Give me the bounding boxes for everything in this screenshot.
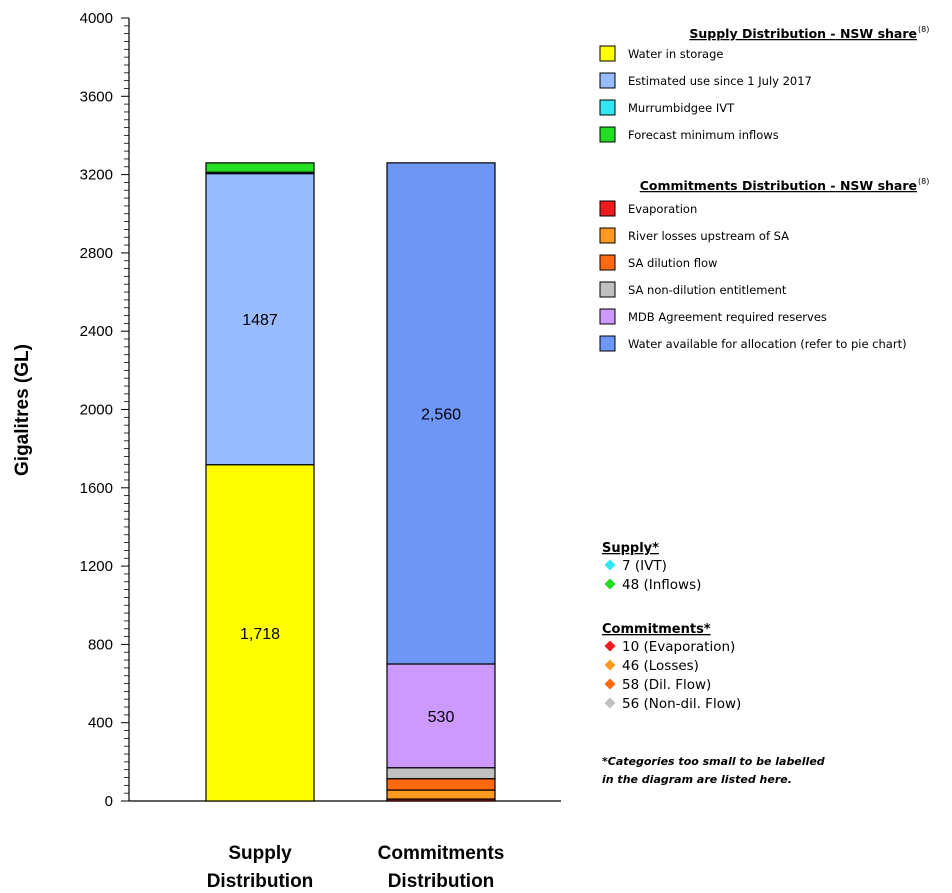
x-axis-labels: Supply Distribution Commitments Distributio… bbox=[207, 843, 505, 892]
bar-segment bbox=[386, 778, 496, 791]
legend-swatch bbox=[599, 281, 616, 298]
small-list-item: 46 (Losses) bbox=[622, 658, 699, 674]
legend-swatch bbox=[599, 308, 616, 325]
legend-swatch bbox=[599, 335, 616, 352]
legend-item-label: Water in storage bbox=[628, 47, 723, 61]
bar-data-label: 530 bbox=[428, 709, 455, 726]
diamond-marker-icon bbox=[604, 678, 616, 690]
y-tick-label: 1600 bbox=[80, 480, 113, 497]
legend-item-label: River losses upstream of SA bbox=[628, 229, 789, 243]
legend-title: Supply Distribution - NSW share bbox=[689, 26, 917, 41]
legend-swatch bbox=[599, 72, 616, 89]
bar-segment bbox=[386, 162, 496, 665]
bar-labels: 1,718 1487 530 2,560 bbox=[240, 312, 461, 726]
x-category-label: Distribution bbox=[207, 871, 314, 892]
legend-item-label: Forecast minimum inflows bbox=[628, 128, 779, 142]
legend: Supply Distribution - NSW share (8)Water … bbox=[599, 25, 929, 352]
x-category-label: Supply bbox=[228, 843, 292, 864]
y-tick-label: 1200 bbox=[80, 558, 113, 575]
legend-item-label: Evaporation bbox=[628, 202, 697, 216]
legend-item-label: Water available for allocation (refer to… bbox=[628, 337, 907, 351]
diamond-marker-icon bbox=[604, 559, 616, 571]
small-list-item: 48 (Inflows) bbox=[622, 577, 701, 593]
y-tick-label: 2000 bbox=[80, 402, 113, 419]
small-list-item: 10 (Evaporation) bbox=[622, 639, 735, 655]
bar-segment bbox=[205, 464, 315, 802]
diamond-marker-icon bbox=[604, 578, 616, 590]
legend-item-label: Murrumbidgee IVT bbox=[628, 101, 735, 115]
legend-swatch bbox=[599, 200, 616, 217]
legend-title: Commitments Distribution - NSW share bbox=[640, 178, 917, 193]
y-tick-label: 0 bbox=[105, 793, 113, 810]
small-list-item: 58 (Dil. Flow) bbox=[622, 677, 711, 693]
y-tick-label: 3200 bbox=[80, 167, 113, 184]
bar-segment bbox=[386, 767, 496, 780]
small-list-item: 56 (Non-dil. Flow) bbox=[622, 696, 741, 712]
y-tick-label: 4000 bbox=[80, 10, 113, 27]
legend-title-superscript: (8) bbox=[918, 177, 929, 186]
diamond-marker-icon bbox=[604, 659, 616, 671]
small-list-item: 7 (IVT) bbox=[622, 558, 667, 574]
y-tick-label: 2400 bbox=[80, 323, 113, 340]
footnote-line: in the diagram are listed here. bbox=[602, 773, 792, 786]
diamond-marker-icon bbox=[604, 640, 616, 652]
legend-item-label: SA non-dilution entitlement bbox=[628, 283, 787, 297]
bar-data-label: 1,718 bbox=[240, 626, 280, 643]
bar-segment bbox=[386, 789, 496, 800]
bars bbox=[205, 162, 496, 802]
legend-swatch bbox=[599, 126, 616, 143]
small-list-title: Commitments* bbox=[602, 622, 711, 637]
x-category-label: Commitments bbox=[378, 843, 505, 864]
small-list-title: Supply* bbox=[602, 541, 659, 556]
bar-data-label: 1487 bbox=[242, 312, 278, 329]
y-tick-label: 800 bbox=[88, 636, 113, 653]
legend-item-label: Estimated use since 1 July 2017 bbox=[628, 74, 812, 88]
legend-title-superscript: (8) bbox=[918, 25, 929, 34]
y-tick-label: 400 bbox=[88, 715, 113, 732]
bar-segment bbox=[205, 162, 315, 173]
diamond-marker-icon bbox=[604, 697, 616, 709]
bar-segment bbox=[205, 173, 315, 466]
footnote: *Categories too small to be labelled in t… bbox=[602, 755, 825, 786]
y-axis: 0 400 800 1200 1600 2000 2400 2800 3200 3600 4000 bbox=[80, 10, 561, 810]
small-categories-list: Supply* 7 (IVT) 48 (Inflows) Commitments* 10… bbox=[602, 541, 741, 712]
legend-swatch bbox=[599, 99, 616, 116]
legend-swatch bbox=[599, 227, 616, 244]
legend-item-label: SA dilution flow bbox=[628, 256, 717, 270]
bar-segment bbox=[386, 663, 496, 769]
legend-swatch bbox=[599, 45, 616, 62]
footnote-line: *Categories too small to be labelled bbox=[602, 755, 825, 768]
x-category-label: Distribution bbox=[388, 871, 495, 892]
y-tick-label: 2800 bbox=[80, 245, 113, 262]
legend-swatch bbox=[599, 254, 616, 271]
legend-item-label: MDB Agreement required reserves bbox=[628, 310, 827, 324]
y-tick-label: 3600 bbox=[80, 88, 113, 105]
bar-data-label: 2,560 bbox=[421, 406, 461, 423]
y-axis-label: Gigalitres (GL) bbox=[12, 344, 33, 476]
